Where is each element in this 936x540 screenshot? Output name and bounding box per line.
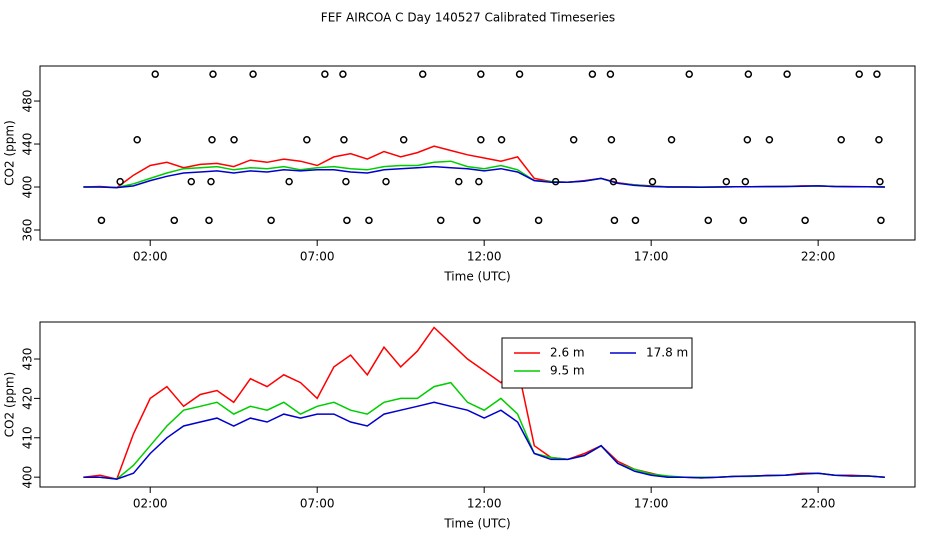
flag-point (765, 135, 774, 144)
flag-point (321, 70, 329, 78)
y-tick-label: 430 (21, 348, 35, 371)
flag-point (783, 70, 791, 78)
legend-label: 2.6 m (550, 346, 585, 360)
flag-point (551, 177, 560, 186)
flag-point (876, 177, 884, 186)
y-tick-label: 440 (21, 133, 35, 156)
y-axis-label: CO2 (ppm) (3, 120, 17, 186)
flag-point (303, 135, 311, 144)
flag-point (340, 135, 348, 144)
flag-point (342, 177, 350, 186)
flag-point (685, 70, 693, 78)
flag-point (606, 70, 615, 78)
flag-point (569, 135, 578, 144)
plot-box (39, 65, 916, 241)
x-tick-label: 07:00 (300, 497, 335, 511)
flag-point (875, 135, 883, 144)
flag-point (741, 177, 750, 186)
flag-point (151, 70, 159, 78)
flag-point (382, 177, 390, 186)
flag-point (877, 216, 885, 225)
flag-point (343, 216, 351, 225)
flag-point (497, 135, 506, 144)
flag-point (855, 70, 863, 78)
flag-point (609, 177, 618, 186)
plot-box (39, 321, 916, 488)
x-tick-label: 17:00 (634, 497, 669, 511)
flag-point (873, 70, 881, 78)
flag-point (187, 177, 196, 186)
flag-point (475, 177, 483, 186)
y-tick-label: 420 (21, 387, 35, 410)
flag-point (418, 70, 427, 78)
flag-point (97, 216, 106, 225)
data-line (83, 401, 885, 480)
y-tick-label: 480 (21, 90, 35, 113)
flag-point (477, 70, 485, 78)
flag-point (515, 70, 524, 78)
chart-title: FEF AIRCOA C Day 140527 Calibrated Times… (321, 11, 615, 25)
data-line (83, 165, 885, 189)
x-tick-label: 12:00 (467, 497, 502, 511)
legend-label: 9.5 m (550, 364, 585, 378)
flag-point (437, 216, 445, 225)
flag-point (744, 70, 753, 78)
flag-point (399, 135, 408, 144)
flag-point (704, 216, 713, 225)
flag-point (631, 216, 640, 225)
legend-label: 17.8 m (646, 346, 688, 360)
flag-point (133, 135, 141, 144)
y-tick-label: 410 (21, 426, 35, 449)
y-tick-label: 400 (21, 466, 35, 489)
flag-point (743, 135, 752, 144)
x-axis-label: Time (UTC) (443, 270, 510, 284)
x-axis-label: Time (UTC) (443, 517, 510, 531)
flag-point (207, 177, 215, 186)
flag-point (648, 177, 657, 186)
flag-point (473, 216, 481, 225)
x-tick-label: 12:00 (467, 250, 502, 264)
flag-point (667, 135, 676, 144)
legend-box (501, 337, 693, 389)
flag-point (739, 216, 748, 225)
y-tick-label: 360 (21, 219, 35, 242)
x-tick-label: 02:00 (133, 497, 168, 511)
flag-point (249, 70, 257, 78)
y-tick-label: 400 (21, 176, 35, 199)
flag-point (170, 216, 179, 225)
flag-point (209, 70, 217, 78)
flag-point (722, 177, 731, 186)
flag-point (455, 177, 463, 186)
flag-point (588, 70, 597, 78)
x-tick-label: 22:00 (801, 250, 836, 264)
x-tick-label: 22:00 (801, 497, 836, 511)
y-axis-label: CO2 (ppm) (3, 372, 17, 438)
flag-point (208, 135, 216, 144)
flag-point (267, 216, 275, 225)
flag-point (607, 135, 616, 144)
flag-point (230, 135, 238, 144)
flag-point (837, 135, 845, 144)
flag-point (365, 216, 373, 225)
x-tick-label: 07:00 (300, 250, 335, 264)
flag-point (339, 70, 347, 78)
flag-point (477, 135, 485, 144)
flag-point (610, 216, 619, 225)
flag-point (116, 177, 124, 186)
flag-point (285, 177, 293, 186)
flag-point (801, 216, 809, 225)
flag-point (205, 216, 213, 225)
x-tick-label: 17:00 (634, 250, 669, 264)
flag-point (534, 216, 543, 225)
x-tick-label: 02:00 (133, 250, 168, 264)
